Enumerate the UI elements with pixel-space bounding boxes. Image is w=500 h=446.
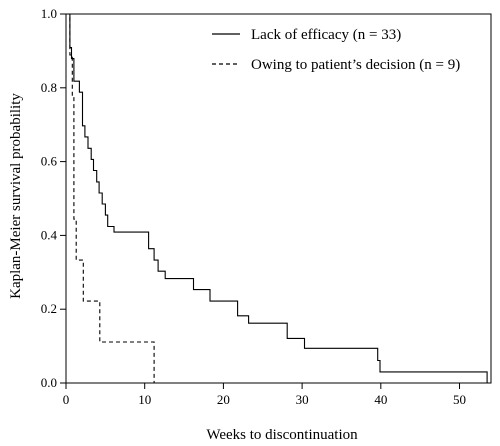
legend-label-lack-of-efficacy: Lack of efficacy (n = 33) xyxy=(251,27,401,43)
plot-area xyxy=(65,13,492,384)
y-tick-label: 0.2 xyxy=(41,301,57,316)
x-tick-label: 20 xyxy=(217,392,230,407)
y-tick-label: 0.4 xyxy=(41,227,58,242)
y-tick-label: 0.0 xyxy=(41,375,57,390)
plot-frame xyxy=(65,13,492,384)
y-tick-label: 0.6 xyxy=(41,154,58,169)
x-tick-label: 40 xyxy=(374,392,387,407)
x-axis: 0 10 20 30 40 50 xyxy=(63,383,466,407)
km-curve-lack-of-efficacy xyxy=(66,13,488,383)
x-axis-title: Weeks to discontinuation xyxy=(206,427,358,443)
y-axis-title: Kaplan-Meier survival probability xyxy=(8,93,24,299)
legend-label-patient-decision: Owing to patient’s decision (n = 9) xyxy=(251,57,460,73)
legend: Lack of efficacy (n = 33) Owing to patie… xyxy=(212,27,460,73)
x-tick-label: 30 xyxy=(296,392,309,407)
y-axis: 0.0 0.2 0.4 0.6 0.8 1.0 xyxy=(41,6,66,390)
x-tick-label: 0 xyxy=(63,392,70,407)
km-curve-patient-decision xyxy=(66,13,155,383)
x-tick-label: 50 xyxy=(453,392,466,407)
y-tick-label: 0.8 xyxy=(41,80,57,95)
y-tick-label: 1.0 xyxy=(41,6,57,21)
x-tick-label: 10 xyxy=(138,392,151,407)
